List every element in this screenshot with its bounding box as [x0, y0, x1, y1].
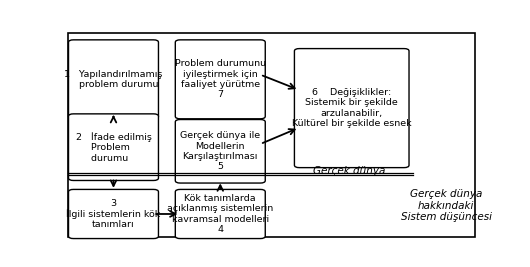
FancyBboxPatch shape: [68, 189, 158, 238]
FancyBboxPatch shape: [295, 49, 409, 168]
FancyBboxPatch shape: [68, 40, 158, 119]
FancyBboxPatch shape: [175, 120, 265, 183]
Text: 2   İfade edilmiş
     Problem
     durumu: 2 İfade edilmiş Problem durumu: [76, 132, 152, 163]
Text: Gerçek dünya: Gerçek dünya: [313, 166, 386, 176]
Text: Kök tanımlarda
açıklanmış sistemlerin
kavramsal modelleri
4: Kök tanımlarda açıklanmış sistemlerin ka…: [167, 194, 273, 234]
Text: 1   Yapılandırılmamış
     problem durumu: 1 Yapılandırılmamış problem durumu: [64, 70, 163, 89]
FancyBboxPatch shape: [68, 114, 158, 180]
Text: 3
İlgili sistemlerin kök
tanımları: 3 İlgili sistemlerin kök tanımları: [66, 199, 161, 229]
Text: Gerçek dünya
hakkındaki
Sistem düşüncesi: Gerçek dünya hakkındaki Sistem düşüncesi: [401, 189, 492, 222]
FancyBboxPatch shape: [175, 189, 265, 238]
Text: 6    Değişiklikler:
Sistemik bir şekilde
arzulanabilir,
Kültürel bir şekilde esn: 6 Değişiklikler: Sistemik bir şekilde ar…: [292, 88, 411, 128]
Text: Problem durumunu
iyileştirmek için
faaliyet yürütme
7: Problem durumunu iyileştirmek için faali…: [175, 59, 266, 99]
Text: Gerçek dünya ile
Modellerin
Karşılaştırılması
5: Gerçek dünya ile Modellerin Karşılaştırı…: [180, 131, 260, 171]
FancyBboxPatch shape: [175, 40, 265, 119]
